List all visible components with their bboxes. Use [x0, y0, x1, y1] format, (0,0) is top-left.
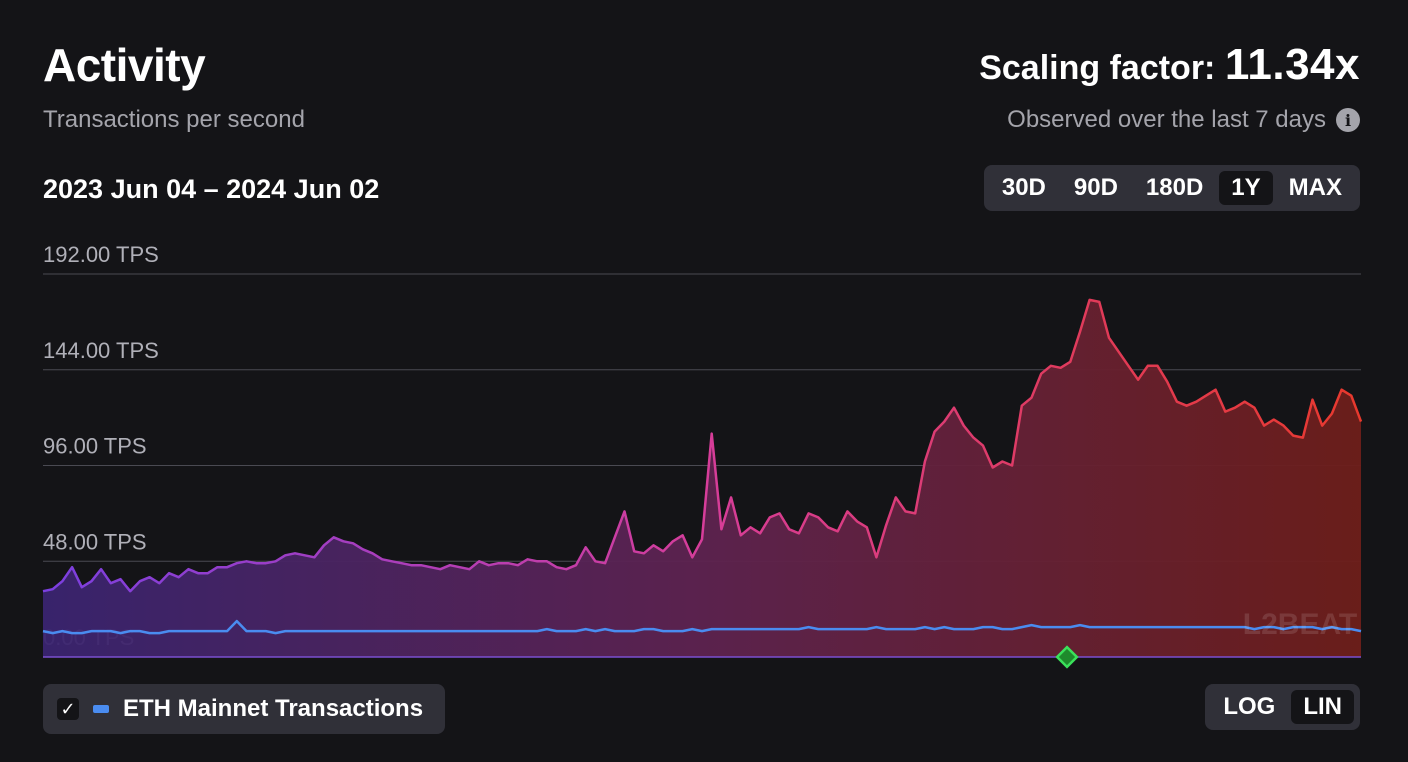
activity-area — [43, 299, 1361, 657]
scale-lin-button[interactable]: LIN — [1291, 690, 1354, 724]
watermark: L2BEAT — [1243, 608, 1357, 641]
scale-log-button[interactable]: LOG — [1223, 693, 1276, 720]
page-title: Activity — [43, 39, 206, 91]
scaling-factor: Scaling factor: 11.34x — [979, 40, 1360, 90]
info-icon[interactable]: i — [1336, 108, 1360, 132]
scale-selector: LOG LIN — [1205, 684, 1360, 730]
observed-text: Observed over the last 7 days — [1007, 106, 1326, 133]
date-range: 2023 Jun 04 – 2024 Jun 02 — [43, 174, 380, 204]
legend-label: ETH Mainnet Transactions — [123, 695, 424, 722]
y-tick-label: 192.00 TPS — [43, 242, 159, 267]
period-90d-button[interactable]: 90D — [1073, 174, 1118, 201]
period-selector: 30D 90D 180D 1Y MAX — [983, 165, 1360, 211]
y-tick-label: 96.00 TPS — [43, 434, 147, 459]
legend-swatch — [93, 705, 109, 713]
y-tick-label: 48.00 TPS — [43, 529, 147, 554]
period-180d-button[interactable]: 180D — [1145, 174, 1204, 201]
range-marker[interactable] — [1055, 645, 1079, 669]
period-30d-button[interactable]: 30D — [1001, 174, 1046, 201]
scaling-factor-value: 11.34x — [1224, 40, 1360, 89]
y-tick-label: 144.00 TPS — [43, 338, 159, 363]
observed-note: Observed over the last 7 days i — [1007, 106, 1360, 134]
scaling-factor-label: Scaling factor: — [979, 49, 1216, 87]
period-max-button[interactable]: MAX — [1288, 174, 1342, 201]
legend-eth-mainnet[interactable]: ✓ ETH Mainnet Transactions — [43, 684, 445, 734]
legend-checkbox[interactable]: ✓ — [57, 698, 79, 720]
activity-line — [42, 298, 1363, 593]
page-subtitle: Transactions per second — [43, 106, 305, 133]
period-1y-button[interactable]: 1Y — [1219, 171, 1273, 205]
eth-mainnet-line — [42, 619, 1362, 635]
